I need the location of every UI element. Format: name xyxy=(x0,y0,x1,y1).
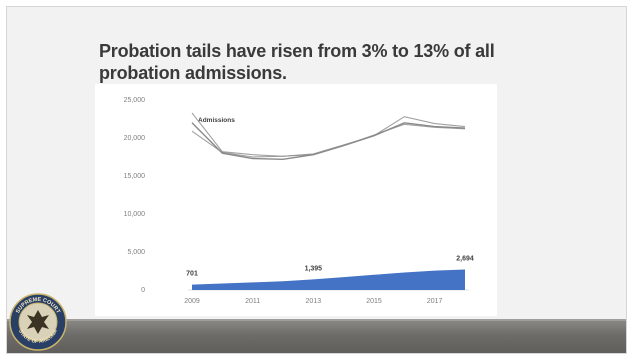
area-data-label: 2,694 xyxy=(456,256,474,263)
x-tick-label: 2013 xyxy=(306,298,322,305)
y-tick-label: 0 xyxy=(141,287,145,294)
chart: 0 5,000 10,000 15,000 20,000 25,000 2009 2011 20… xyxy=(95,84,497,316)
admissions-line xyxy=(191,112,466,157)
footer-band xyxy=(7,319,626,353)
admissions-line xyxy=(191,123,466,158)
area-data-label: 701 xyxy=(186,271,198,278)
x-tick-label: 2017 xyxy=(427,298,443,305)
slide-title: Probation tails have risen from 3% to 13… xyxy=(99,41,495,83)
x-tick-label: 2011 xyxy=(245,298,260,305)
eagle-emblem-icon xyxy=(27,310,49,334)
y-tick-label: 20,000 xyxy=(124,135,146,142)
y-tick-label: 5,000 xyxy=(127,249,145,256)
area-data-label: 1,395 xyxy=(305,265,323,272)
y-tick-label: 10,000 xyxy=(124,211,146,218)
x-tick-label: 2009 xyxy=(184,298,200,305)
tail-admissions-area xyxy=(192,269,465,290)
x-tick-label: 2015 xyxy=(366,298,382,305)
slide: Probation tails have risen from 3% to 13… xyxy=(6,6,627,354)
y-tick-label: 15,000 xyxy=(124,173,146,180)
y-tick-label: 25,000 xyxy=(124,97,146,104)
arizona-supreme-court-seal: SUPREME COURT STATE OF ARIZONA xyxy=(9,293,67,351)
probation-chart-svg: 0 5,000 10,000 15,000 20,000 25,000 2009 2011 20… xyxy=(124,97,474,305)
series-label: Admissions xyxy=(198,117,235,124)
